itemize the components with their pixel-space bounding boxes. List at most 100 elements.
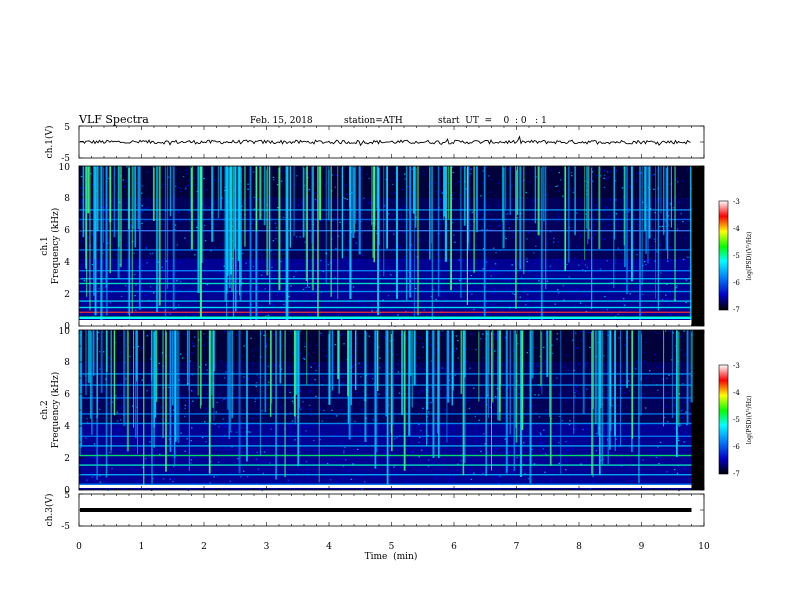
spectrogram-speckle [499, 225, 501, 226]
spectrogram-speckle [652, 454, 654, 455]
spectrogram-speckle [424, 425, 426, 426]
spectrogram-sferic [139, 166, 141, 310]
spectrogram-speckle [157, 478, 159, 479]
spectrogram-speckle [427, 257, 429, 258]
spectrogram-speckle [249, 432, 251, 433]
spectrogram-speckle [493, 405, 495, 406]
spectrogram-sferic [328, 330, 330, 405]
spectrogram-speckle [471, 268, 473, 269]
spectrogram-speckle [207, 284, 209, 285]
spectrogram-speckle [562, 420, 564, 421]
spectrogram-speckle [302, 304, 304, 305]
spectrogram-speckle [207, 370, 209, 371]
spectrogram-speckle [321, 377, 323, 378]
spectrogram-sferic [114, 330, 116, 415]
spectrogram-speckle [196, 227, 198, 228]
x-axis-tick-labels: 0 1 2 3 4 5 6 7 8 9 10 [76, 542, 710, 552]
spectrogram-speckle [550, 266, 552, 267]
spectrogram-speckle [261, 305, 263, 306]
spectrogram-speckle [186, 186, 188, 187]
spectrogram-sferic [338, 330, 340, 394]
spectrogram-horizontal-line [79, 300, 692, 301]
spectrogram-speckle [421, 450, 423, 451]
spectrogram-speckle [342, 377, 344, 378]
spectrogram-speckle [567, 287, 569, 288]
spectrogram-speckle [355, 479, 357, 480]
spectrogram-speckle [294, 439, 296, 440]
spectrogram-speckle [191, 440, 193, 441]
spectrogram-speckle [345, 459, 347, 460]
spectrogram-sferic [598, 166, 600, 249]
spectrogram-speckle [82, 252, 84, 253]
spectrogram-speckle [469, 368, 471, 369]
spectrogram-speckle [569, 424, 571, 425]
spectrogram-sferic [118, 166, 120, 279]
spectrogram-speckle [336, 175, 338, 176]
spectrogram-speckle [193, 315, 195, 316]
spectrogram-speckle [178, 289, 180, 290]
spectrogram-speckle [266, 345, 268, 346]
spectrogram-speckle [193, 456, 195, 457]
spectrogram-speckle [537, 365, 539, 366]
spectrogram-speckle [134, 459, 136, 460]
spectrogram-speckle [622, 466, 624, 467]
spectrogram-speckle [360, 457, 362, 458]
spectrogram-speckle [313, 440, 315, 441]
spectrogram-speckle [338, 459, 340, 460]
spectrogram-sferic [127, 330, 129, 451]
spectrogram-speckle [188, 185, 190, 186]
spectrogram-speckle [123, 204, 125, 205]
spectrogram-speckle [144, 295, 146, 296]
spectrogram-speckle [146, 262, 148, 263]
spectrogram-speckle [108, 403, 110, 404]
spectrogram-speckle [327, 444, 329, 445]
spectrogram-speckle [268, 382, 270, 383]
spectrogram-speckle [524, 473, 526, 474]
spectrogram-speckle [477, 263, 479, 264]
spectrogram-speckle [538, 280, 540, 281]
spectrogram-sferic [83, 166, 85, 237]
spectrogram-speckle [338, 315, 340, 316]
spectrogram-speckle [206, 408, 208, 409]
spectrogram-speckle [190, 289, 192, 290]
spectrogram-speckle [296, 175, 298, 176]
spectrogram-speckle [676, 285, 678, 286]
spectrogram-speckle [146, 277, 148, 278]
spectrogram-speckle [607, 309, 609, 310]
spectrogram-speckle [593, 217, 595, 218]
spectrogram-sferic [485, 330, 487, 476]
spectrogram-speckle [208, 231, 210, 232]
spectrogram-speckle [177, 285, 179, 286]
spectrogram-sferic [170, 166, 171, 216]
spectrogram-speckle [321, 432, 323, 433]
spectrogram-speckle [408, 276, 410, 277]
spectrogram-sferic [132, 166, 133, 313]
spectrogram-speckle [247, 184, 249, 185]
spectrogram-speckle [308, 354, 310, 355]
spectrogram-speckle [596, 208, 598, 209]
spectrogram-speckle [498, 482, 500, 483]
spectrogram-speckle [649, 370, 651, 371]
spectrogram-speckle [457, 182, 459, 183]
spectrogram-sferic [431, 166, 432, 243]
spectrogram-speckle [364, 481, 366, 482]
ch1-waveform-panel: 5 -5 ch.1(V) [44, 123, 704, 164]
spectrogram-speckle [185, 451, 187, 452]
spectrogram-sferic [591, 166, 592, 309]
spectrogram-sferic [464, 166, 466, 226]
spectrogram-speckle [683, 479, 685, 480]
spectrogram-speckle [603, 171, 605, 172]
spectrogram-speckle [322, 463, 324, 464]
spectrogram-speckle [494, 334, 496, 335]
spectrogram-speckle [603, 309, 605, 310]
spectrogram-speckle [90, 473, 92, 474]
spectrogram-speckle [263, 181, 265, 182]
spectrogram-sferic [239, 330, 241, 473]
spectrogram-speckle [622, 386, 624, 387]
spectrogram-speckle [138, 480, 140, 481]
spectrogram-speckle [498, 476, 500, 477]
spectrogram-speckle [222, 438, 224, 439]
spectrogram-speckle [161, 224, 163, 225]
spectrogram-speckle [527, 294, 529, 295]
spectrogram-sferic [175, 330, 177, 442]
